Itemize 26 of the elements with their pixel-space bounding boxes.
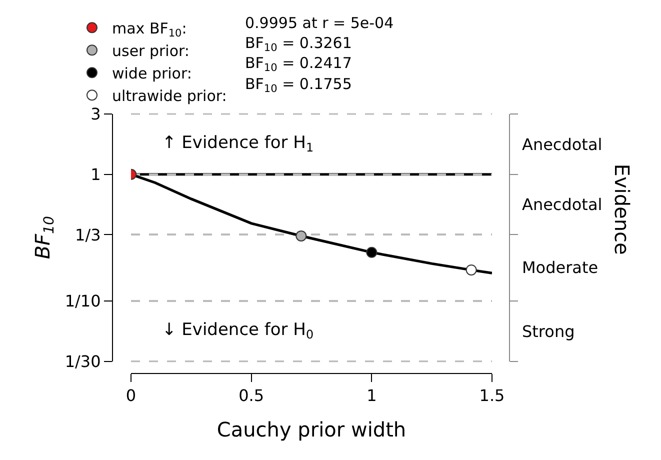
x-axis-title: Cauchy prior width bbox=[216, 418, 406, 442]
text: = 0.1755 bbox=[282, 75, 352, 93]
x-tick-label: 1.5 bbox=[479, 386, 505, 406]
text: Moderate bbox=[522, 258, 598, 277]
legend-label: max BF$_{10}$: bbox=[112, 19, 187, 40]
y-tick-label: 3 bbox=[90, 104, 101, 124]
y-axis-title: BF$_{10}$ bbox=[245, 75, 278, 96]
text: Anecdotal bbox=[522, 195, 602, 214]
text: Evidence bbox=[610, 164, 634, 255]
text: Anecdotal bbox=[522, 135, 602, 154]
x-tick-label: 0.5 bbox=[238, 386, 264, 406]
text: 0.9995 at r = 5e-04 bbox=[245, 14, 394, 32]
text: BF$_{10}$ = 0.3261 bbox=[245, 34, 352, 54]
y-tick-label: 1/3 bbox=[75, 225, 101, 244]
legend-label: ultrawide prior: bbox=[112, 86, 227, 105]
annotation: ↑ Evidence for H$_{1}$ bbox=[162, 133, 314, 155]
y-tick-label: 1/10 bbox=[64, 292, 101, 310]
y-tick-label: 1/30 bbox=[64, 352, 101, 371]
x-tick-label: 0 bbox=[126, 386, 136, 406]
annotation: ↓ Evidence for H$_{0}$ bbox=[162, 320, 314, 342]
text: BF$_{10}$ = 0.2417 bbox=[245, 54, 352, 74]
legend-label: user prior: bbox=[112, 42, 190, 60]
legend-label: wide prior: bbox=[112, 64, 192, 82]
text: Strong bbox=[522, 322, 575, 341]
y-tick-label: 1 bbox=[90, 164, 101, 184]
x-tick-label: 1 bbox=[366, 386, 377, 406]
